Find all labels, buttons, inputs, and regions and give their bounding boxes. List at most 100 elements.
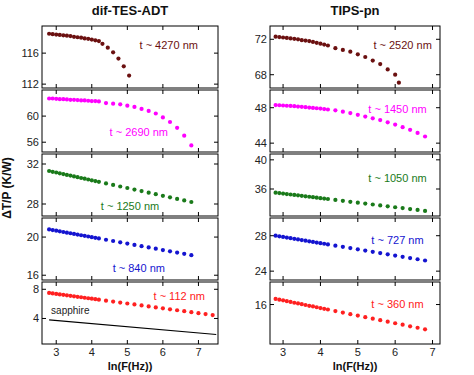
data-point	[68, 34, 72, 38]
data-point	[307, 304, 311, 308]
x-tick	[127, 148, 128, 152]
y-tick-label: 112	[21, 78, 39, 90]
y-tick-label: 44	[255, 137, 267, 149]
data-point	[315, 41, 319, 45]
data-point	[315, 305, 319, 309]
thickness-annotation: t ~ 1050 nm	[368, 172, 426, 184]
data-point	[371, 317, 375, 321]
x-tick	[395, 148, 396, 152]
x-tick	[162, 276, 163, 280]
thickness-annotation: t ~ 360 nm	[371, 298, 423, 310]
x-tick	[127, 154, 128, 158]
data-point	[401, 206, 405, 210]
data-point	[415, 131, 419, 135]
data-point	[189, 253, 193, 257]
data-point	[122, 64, 126, 68]
data-point	[281, 298, 285, 302]
data-point	[51, 228, 55, 232]
data-point	[348, 312, 352, 316]
y-tick	[42, 116, 46, 117]
data-point	[378, 203, 382, 207]
data-point	[83, 36, 87, 40]
data-point	[90, 235, 94, 239]
data-point	[97, 39, 101, 43]
y-tick-label: 8	[33, 283, 39, 295]
y-tick	[436, 271, 440, 272]
data-point	[111, 300, 115, 304]
data-point	[147, 304, 151, 308]
data-point	[100, 42, 104, 46]
data-point	[196, 311, 200, 315]
data-point	[72, 98, 76, 102]
x-tick	[198, 90, 199, 94]
data-point	[288, 36, 292, 40]
data-point	[288, 300, 292, 304]
plot-frame	[42, 218, 218, 280]
x-tick	[432, 90, 433, 94]
data-point	[154, 305, 158, 309]
x-tick	[395, 90, 396, 94]
data-point	[363, 202, 367, 206]
data-point	[322, 43, 326, 47]
x-tick	[56, 26, 57, 30]
y-tick-label: 16	[255, 299, 267, 311]
data-point	[326, 107, 330, 111]
data-point	[118, 300, 122, 304]
data-point	[285, 104, 289, 108]
data-point	[423, 134, 427, 138]
plot-frame	[270, 154, 440, 216]
data-point	[401, 255, 405, 259]
data-point	[386, 204, 390, 208]
data-point	[311, 40, 315, 44]
data-point	[322, 107, 326, 111]
plot-area	[274, 297, 428, 332]
y-tick	[270, 304, 274, 305]
x-tick	[162, 84, 163, 88]
data-point	[292, 237, 296, 241]
data-point	[104, 181, 108, 185]
x-tick	[56, 90, 57, 94]
data-point	[182, 198, 186, 202]
x-tick	[56, 282, 57, 286]
y-tick	[270, 235, 274, 236]
data-point	[51, 32, 55, 36]
plot-frame	[42, 90, 218, 152]
y-axis-label: ΔT/P (K/W)	[0, 157, 14, 219]
data-point	[125, 186, 129, 190]
x-tick-label: 5	[355, 346, 361, 358]
data-point	[111, 183, 115, 187]
y-tick	[42, 204, 46, 205]
y-tick	[42, 164, 46, 165]
data-point	[292, 193, 296, 197]
data-point	[75, 175, 79, 179]
data-point	[79, 233, 83, 237]
y-tick	[42, 237, 46, 238]
x-tick	[395, 84, 396, 88]
x-tick	[198, 84, 199, 88]
y-tick	[270, 107, 274, 108]
column-title: dif-TES-ADT	[92, 3, 169, 18]
data-point	[311, 195, 315, 199]
x-tick	[432, 84, 433, 88]
y-tick	[270, 143, 274, 144]
x-tick	[283, 282, 284, 286]
data-point	[356, 247, 360, 251]
data-point	[401, 125, 405, 129]
x-tick	[162, 26, 163, 30]
data-point	[296, 193, 300, 197]
data-point	[326, 197, 330, 201]
data-point	[318, 241, 322, 245]
data-point	[288, 104, 292, 108]
x-tick	[432, 276, 433, 280]
data-point	[423, 209, 427, 213]
data-point	[90, 37, 94, 41]
data-point	[348, 50, 352, 54]
data-point	[86, 37, 90, 41]
data-point	[132, 243, 136, 247]
data-point	[93, 297, 97, 301]
x-tick	[357, 148, 358, 152]
x-tick	[162, 218, 163, 222]
data-point	[54, 32, 58, 36]
y-tick	[42, 318, 46, 319]
data-point	[83, 98, 87, 102]
